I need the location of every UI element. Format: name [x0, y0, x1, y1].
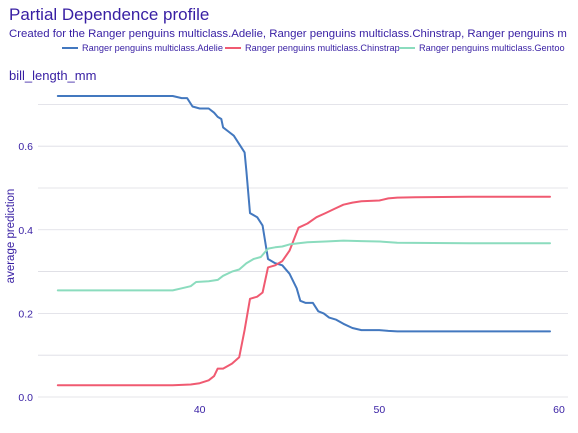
series-line-1	[56, 95, 551, 333]
legend-label-2: Ranger penguins multiclass.Chinstrap	[245, 43, 400, 53]
x-tick-label: 50	[374, 404, 386, 416]
chart-title: Partial Dependence profile	[9, 5, 209, 24]
x-tick-label: 40	[194, 404, 206, 416]
y-tick-label: 0.4	[18, 225, 33, 237]
y-tick-label: 0.0	[18, 392, 33, 404]
legend-label-1: Ranger penguins multiclass.Adelie	[82, 43, 223, 53]
x-tick-label: 60	[553, 404, 565, 416]
series-line-2	[56, 195, 551, 387]
series-lines	[56, 95, 551, 387]
legend-label-3: Ranger penguins multiclass.Gentoo	[419, 43, 565, 53]
legend: Ranger penguins multiclass.Adelie Ranger …	[62, 43, 565, 53]
x-axis-ticks: 40 50 60	[194, 404, 565, 416]
y-tick-label: 0.2	[18, 308, 33, 320]
y-axis-ticks: 0.0 0.2 0.4 0.6	[18, 141, 33, 404]
grid	[38, 103, 568, 398]
y-axis-title: average prediction	[5, 189, 17, 284]
y-tick-label: 0.6	[18, 141, 33, 153]
series-line-3	[56, 239, 551, 292]
chart-subtitle: Created for the Ranger penguins multicla…	[9, 28, 567, 40]
panel-label: bill_length_mm	[9, 68, 96, 83]
